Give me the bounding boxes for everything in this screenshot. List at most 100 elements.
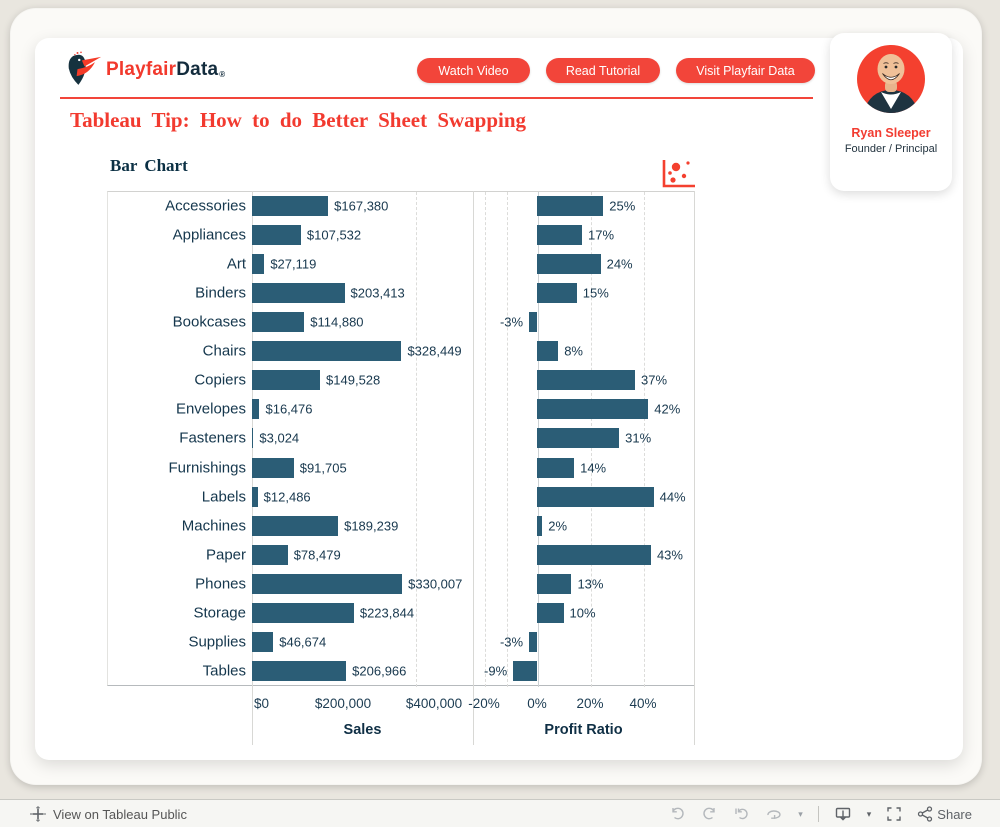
pane-separator xyxy=(473,191,474,745)
tableau-public-toolbar: View on Tableau Public ▾ ▾ Share xyxy=(0,799,1000,827)
sales-value-label: $167,380 xyxy=(334,198,389,214)
profit-value-label: 24% xyxy=(606,256,633,272)
profit-bar[interactable] xyxy=(537,253,601,274)
device-preview-caret-icon[interactable]: ▾ xyxy=(866,808,872,819)
sales-bar[interactable] xyxy=(252,282,345,303)
sales-bar[interactable] xyxy=(252,544,288,565)
share-button[interactable]: Share xyxy=(917,806,972,822)
chart-row: Machines $189,239 2% xyxy=(107,511,695,540)
pane-right-border xyxy=(694,191,695,745)
sales-value-label: $78,479 xyxy=(293,547,341,563)
sales-value-label: $328,449 xyxy=(407,343,462,359)
device-preview-icon[interactable] xyxy=(834,806,852,823)
sales-bar[interactable] xyxy=(252,253,265,274)
chart-row: Envelopes $16,476 42% xyxy=(107,395,695,424)
chart-row: Fasteners $3,024 31% xyxy=(107,424,695,453)
undo-icon[interactable] xyxy=(669,806,686,822)
chart-row: Labels $12,486 44% xyxy=(107,482,695,511)
sales-bar[interactable] xyxy=(252,428,254,449)
sales-bar[interactable] xyxy=(252,195,329,216)
sales-bar[interactable] xyxy=(252,603,354,624)
profit-bar[interactable] xyxy=(537,603,564,624)
profit-bar[interactable] xyxy=(537,282,577,303)
category-label: Labels xyxy=(201,488,246,506)
view-on-tableau-public-link[interactable]: View on Tableau Public xyxy=(30,800,187,827)
profit-bar[interactable] xyxy=(537,224,583,245)
sales-value-label: $114,880 xyxy=(310,314,364,330)
profit-bar[interactable] xyxy=(513,661,537,682)
chart-row: Furnishings $91,705 14% xyxy=(107,453,695,482)
sales-tick: $200,000 xyxy=(314,696,372,711)
tableau-logo-icon xyxy=(30,806,46,822)
profit-value-label: 44% xyxy=(659,489,686,505)
sales-value-label: $206,966 xyxy=(352,663,407,679)
sales-bar[interactable] xyxy=(252,370,321,391)
profit-tick: 40% xyxy=(629,696,657,711)
sales-value-label: $91,705 xyxy=(299,460,347,476)
chart-row: Storage $223,844 10% xyxy=(107,599,695,628)
profit-value-label: 42% xyxy=(654,401,681,417)
profit-value-label: 10% xyxy=(569,605,596,621)
read-tutorial-button[interactable]: Read Tutorial xyxy=(546,58,660,83)
sales-bar[interactable] xyxy=(252,311,305,332)
chart-title: Bar Chart xyxy=(110,156,188,175)
chart-row: Chairs $328,449 8% xyxy=(107,337,695,366)
profit-value-label: 31% xyxy=(625,430,652,446)
profit-bar[interactable] xyxy=(537,195,604,216)
profit-bar[interactable] xyxy=(537,515,543,536)
profile-role: Founder / Principal xyxy=(844,143,938,155)
category-label: Art xyxy=(226,255,246,273)
profit-value-label: -9% xyxy=(484,663,508,679)
playfair-data-logo: PlayfairData® xyxy=(60,50,225,90)
sales-bar[interactable] xyxy=(252,574,403,595)
sales-bar[interactable] xyxy=(252,486,258,507)
profit-bar[interactable] xyxy=(537,457,575,478)
category-label: Binders xyxy=(195,284,246,302)
gridline xyxy=(416,192,417,687)
sales-value-label: $330,007 xyxy=(408,576,463,592)
profit-tick: 0% xyxy=(527,696,547,711)
sales-value-label: $107,532 xyxy=(306,227,362,243)
sales-axis-title: Sales xyxy=(343,722,382,738)
category-label: Envelopes xyxy=(175,400,246,418)
profit-bar[interactable] xyxy=(537,341,559,362)
profit-bar[interactable] xyxy=(537,399,649,420)
profit-bar[interactable] xyxy=(537,486,654,507)
profit-bar[interactable] xyxy=(529,311,537,332)
revert-icon[interactable] xyxy=(733,806,750,822)
sales-bar[interactable] xyxy=(252,341,402,362)
profit-bar[interactable] xyxy=(537,544,651,565)
chart-row: Supplies $46,674 -3% xyxy=(107,628,695,657)
redo-icon[interactable] xyxy=(701,806,718,822)
sales-bar[interactable] xyxy=(252,661,347,682)
profit-bar[interactable] xyxy=(537,370,636,391)
fullscreen-icon[interactable] xyxy=(886,806,902,822)
scatter-plot-icon[interactable] xyxy=(659,158,697,190)
sales-value-label: $16,476 xyxy=(265,401,313,417)
profit-value-label: 13% xyxy=(577,576,604,592)
profit-bar[interactable] xyxy=(537,428,620,449)
category-label: Storage xyxy=(193,604,246,622)
sales-bar[interactable] xyxy=(252,399,260,420)
chart-row: Phones $330,007 13% xyxy=(107,570,695,599)
profit-value-label: -3% xyxy=(499,314,524,330)
sales-value-label: $203,413 xyxy=(350,285,405,301)
dashboard-card: PlayfairData® Watch Video Read Tutorial … xyxy=(35,33,963,760)
profit-tick: -20% xyxy=(468,696,500,711)
profit-value-label: -3% xyxy=(499,634,524,650)
avatar xyxy=(857,45,925,113)
watch-video-button[interactable]: Watch Video xyxy=(417,58,530,83)
sales-value-label: $149,528 xyxy=(326,372,381,388)
header-divider xyxy=(60,97,813,99)
sales-bar[interactable] xyxy=(252,632,274,653)
profile-name[interactable]: Ryan Sleeper xyxy=(851,126,931,140)
sales-bar[interactable] xyxy=(252,457,294,478)
sales-bar[interactable] xyxy=(252,515,339,536)
refresh-caret-icon[interactable]: ▾ xyxy=(798,808,803,819)
profit-bar[interactable] xyxy=(529,632,537,653)
refresh-icon[interactable] xyxy=(765,806,783,822)
profit-bar[interactable] xyxy=(537,574,572,595)
sales-bar[interactable] xyxy=(252,224,301,245)
visit-playfair-data-button[interactable]: Visit Playfair Data xyxy=(676,58,815,83)
category-label: Phones xyxy=(195,575,246,593)
